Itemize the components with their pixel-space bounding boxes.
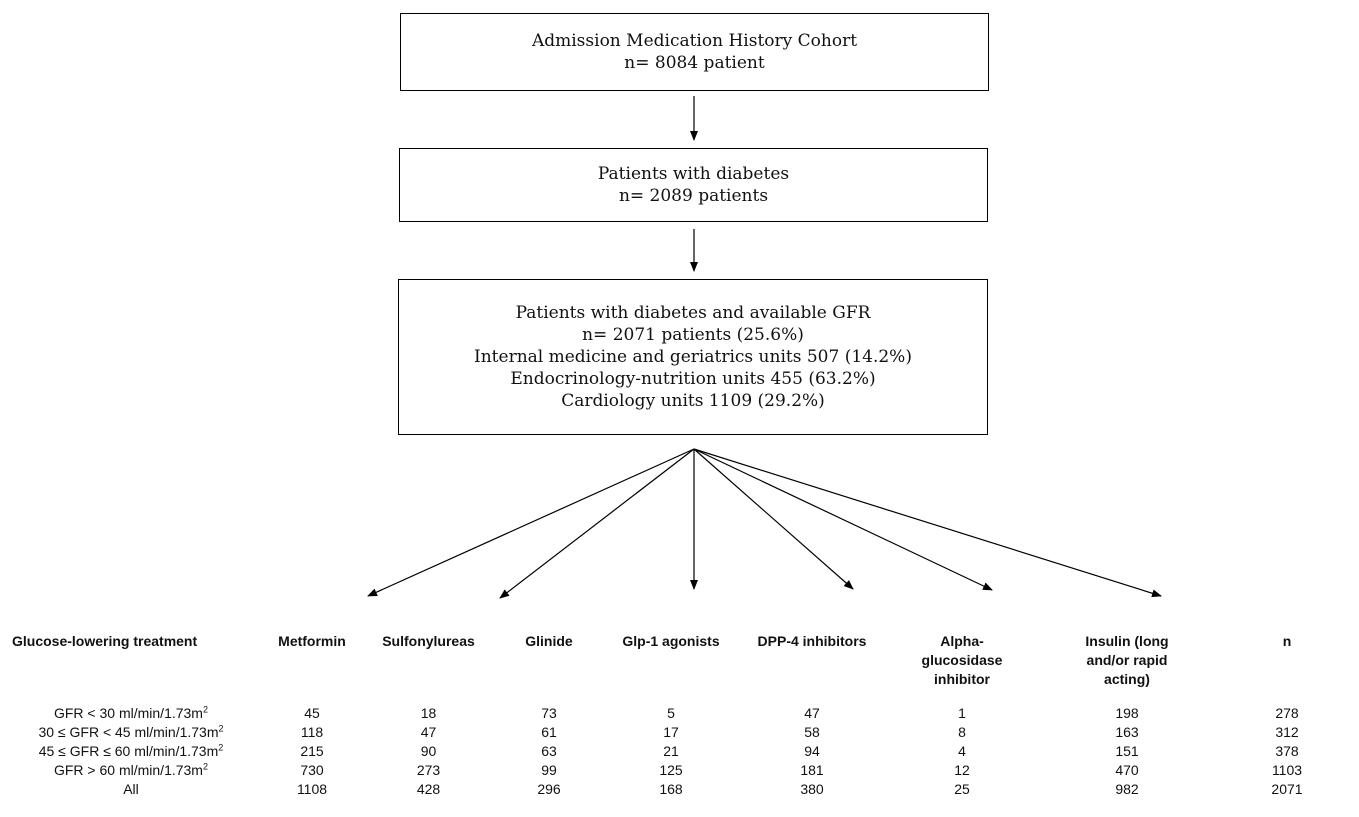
arrow-to-metformin xyxy=(367,448,695,597)
row-label-text: GFR > 60 ml/min/1.73m xyxy=(53,762,203,778)
table-cell: 90 xyxy=(420,743,437,759)
row-label-superscript: 2 xyxy=(218,742,224,753)
table-cell: 982 xyxy=(1115,781,1139,797)
table-cell: 378 xyxy=(1275,743,1299,759)
table-cell: 278 xyxy=(1275,705,1299,721)
table-cell: 58 xyxy=(804,724,820,740)
table-cell: 118 xyxy=(300,724,324,740)
row-label-superscript: 2 xyxy=(218,723,224,734)
table-cell: 4 xyxy=(958,743,966,759)
gfr-count: n= 2071 patients (25.6%) xyxy=(582,325,804,345)
header-alpha-glucosidase: Alpha-glucosidase inhibitor xyxy=(921,633,1003,687)
header-dpp4: DPP-4 inhibitors xyxy=(757,633,867,649)
row-label-superscript: 2 xyxy=(202,704,208,715)
table-header-row: Glucose-lowering treatment Metformin Sul… xyxy=(0,632,1359,704)
table-row: 45 ≤ GFR ≤ 60 ml/min/1.73m2 215 90 63 21 94 4 1… xyxy=(0,742,1359,761)
table-cell: 273 xyxy=(416,762,441,778)
arrow-to-alpha-glucosidase xyxy=(693,448,993,591)
table-cell: 1 xyxy=(958,705,966,721)
header-treatment: Glucose-lowering treatment xyxy=(12,633,198,649)
table-row: GFR < 30 ml/min/1.73m2 45 18 73 5 47 1 198 278 xyxy=(0,704,1359,723)
row-label: All xyxy=(0,780,262,799)
table-cell: 151 xyxy=(1115,743,1139,759)
table-cell: 12 xyxy=(954,762,970,778)
table-cell: 1103 xyxy=(1271,762,1303,778)
table-cell: 63 xyxy=(541,743,557,759)
table-cell: 99 xyxy=(541,762,557,778)
table-row: 30 ≤ GFR < 45 ml/min/1.73m2 118 47 61 17 58 8 1… xyxy=(0,723,1359,742)
gfr-endocrinology: Endocrinology-nutrition units 455 (63.2%… xyxy=(510,369,876,389)
row-label: GFR < 30 ml/min/1.73m2 xyxy=(0,704,262,723)
table-cell: 470 xyxy=(1115,762,1139,778)
table-cell: 94 xyxy=(804,743,820,759)
cohort-box: Admission Medication History Cohort n= 8… xyxy=(400,13,989,91)
arrow-to-insulin xyxy=(693,448,1162,598)
table-row: GFR > 60 ml/min/1.73m2 730 273 99 125 181 12 47… xyxy=(0,761,1359,780)
table-cell: 163 xyxy=(1115,724,1139,740)
table-cell: 215 xyxy=(300,743,324,759)
table-cell: 18 xyxy=(420,705,437,721)
table-cell: 8 xyxy=(958,724,966,740)
diabetes-count: n= 2089 patients xyxy=(618,186,769,206)
row-label-text: All xyxy=(123,781,139,797)
table-cell: 17 xyxy=(663,724,679,740)
table-cell: 61 xyxy=(541,724,557,740)
table-cell: 25 xyxy=(954,781,970,797)
table-cell: 5 xyxy=(667,705,675,721)
cohort-count: n= 8084 patient xyxy=(624,53,765,73)
table-cell: 181 xyxy=(800,762,824,778)
table-cell: 198 xyxy=(1115,705,1139,721)
table-cell: 73 xyxy=(541,705,557,721)
table-cell: 45 xyxy=(304,705,320,721)
table-cell: 125 xyxy=(659,762,683,778)
diabetes-box: Patients with diabetes n= 2089 patients xyxy=(399,148,988,222)
header-insulin: Insulin (long and/or rapid acting) xyxy=(1085,633,1169,687)
table-cell: 380 xyxy=(800,781,824,797)
table-cell: 730 xyxy=(300,762,324,778)
table-cell: 168 xyxy=(659,781,683,797)
row-label: 45 ≤ GFR ≤ 60 ml/min/1.73m2 xyxy=(0,742,262,761)
row-label-text: 45 ≤ GFR ≤ 60 ml/min/1.73m xyxy=(38,743,219,759)
header-metformin: Metformin xyxy=(278,633,346,649)
table-row: All 1108 428 296 168 380 25 982 2071 xyxy=(0,780,1359,799)
table-cell: 21 xyxy=(663,743,679,759)
row-label: GFR > 60 ml/min/1.73m2 xyxy=(0,761,262,780)
gfr-box: Patients with diabetes and available GFR… xyxy=(398,279,988,435)
table-cell: 2071 xyxy=(1271,781,1303,797)
header-n: n xyxy=(1282,633,1292,649)
table-cell: 428 xyxy=(416,781,441,797)
gfr-title: Patients with diabetes and available GFR xyxy=(515,303,871,323)
cohort-title: Admission Medication History Cohort xyxy=(531,31,858,51)
header-glinide: Glinide xyxy=(525,633,573,649)
table-cell: 1108 xyxy=(296,781,328,797)
table-cell: 296 xyxy=(537,781,561,797)
table-body: GFR < 30 ml/min/1.73m2 45 18 73 5 47 1 198 278 30… xyxy=(0,704,1359,799)
row-label-text: 30 ≤ GFR < 45 ml/min/1.73m xyxy=(38,724,219,740)
arrow-to-sulfonylureas xyxy=(499,448,695,599)
header-glp1: Glp-1 agonists xyxy=(622,633,720,649)
row-label: 30 ≤ GFR < 45 ml/min/1.73m2 xyxy=(0,723,262,742)
row-label-text: GFR < 30 ml/min/1.73m xyxy=(53,705,203,721)
gfr-cardiology: Cardiology units 1109 (29.2%) xyxy=(561,391,825,411)
header-sulfonylureas: Sulfonylureas xyxy=(382,633,475,649)
treatment-table: Glucose-lowering treatment Metformin Sul… xyxy=(0,632,1359,799)
gfr-internal-medicine: Internal medicine and geriatrics units 5… xyxy=(474,347,912,367)
table-cell: 47 xyxy=(804,705,820,721)
arrow-to-dpp4 xyxy=(693,448,854,590)
row-label-superscript: 2 xyxy=(202,761,208,772)
table-cell: 312 xyxy=(1275,724,1299,740)
table-cell: 47 xyxy=(420,724,437,740)
diabetes-title: Patients with diabetes xyxy=(597,164,790,184)
